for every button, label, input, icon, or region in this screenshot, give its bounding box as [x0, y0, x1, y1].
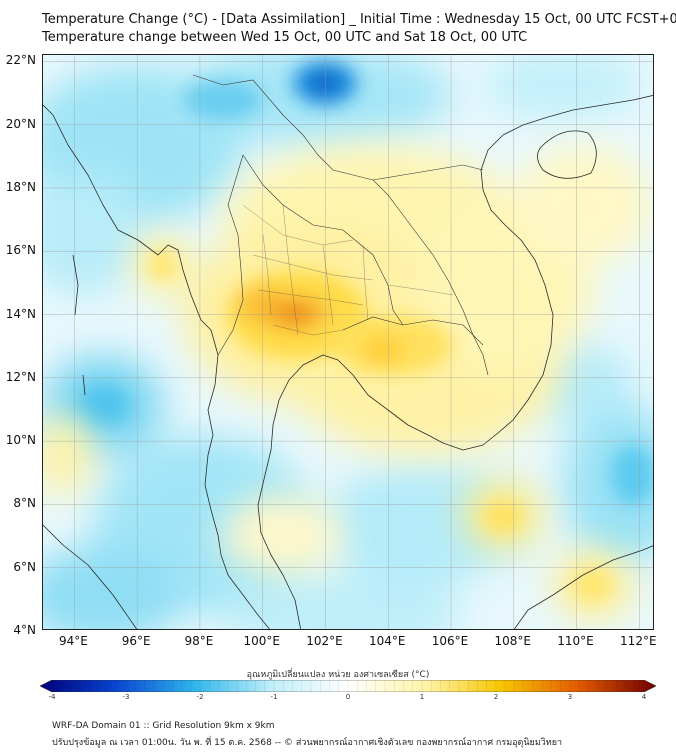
map-subtitle: Temperature change between Wed 15 Oct, 0… — [42, 30, 528, 45]
myanmar-coast — [43, 104, 222, 556]
lat-tick-label: 4°N — [13, 623, 36, 637]
map-title: Temperature Change (°C) - [Data Assimila… — [42, 12, 676, 27]
gulf-of-thailand-coast — [337, 359, 429, 436]
coastlines — [43, 95, 653, 629]
colorbar-tick-label: -2 — [196, 693, 204, 701]
lat-tick-label: 14°N — [5, 306, 36, 321]
colorbar — [40, 680, 656, 692]
lat-tick-label: 18°N — [5, 179, 36, 194]
colorbar-gradient — [40, 680, 656, 692]
border-thai-myanmar — [217, 154, 244, 356]
lon-tick-label: 112°E — [620, 634, 657, 648]
border-thai-laos — [242, 154, 404, 326]
lon-tick-label: 100°E — [243, 634, 280, 648]
lat-tick-label: 8°N — [13, 496, 36, 511]
colorbar-tick-label: 1 — [419, 693, 425, 701]
lon-tick-label: 108°E — [494, 634, 532, 648]
warming-core — [149, 251, 611, 599]
border-laos-vietnam — [372, 179, 489, 376]
lon-tick-label: 102°E — [306, 634, 343, 648]
lon-tick-label: 106°E — [431, 634, 469, 648]
province-borders — [242, 204, 454, 336]
lat-tick-label: 20°N — [5, 116, 36, 131]
lon-tick-label: 98°E — [184, 634, 214, 648]
colorbar-tick-label: -4 — [48, 693, 56, 701]
cooling-core — [78, 61, 653, 505]
cambodia-vietnam-coast — [427, 95, 653, 451]
model-info: WRF-DA Domain 01 :: Grid Resolution 9km … — [52, 721, 275, 731]
sumatra-coast — [43, 524, 138, 629]
andaman-islands — [72, 254, 86, 396]
lat-tick-label: 22°N — [5, 53, 36, 68]
colorbar-tick-label: 3 — [567, 693, 573, 701]
border-myanmar-laos — [282, 114, 374, 181]
graticule — [43, 55, 653, 629]
lat-tick-label: 16°N — [5, 243, 36, 258]
colorbar-tick-label: -1 — [270, 693, 278, 701]
lon-tick-label: 94°E — [58, 634, 88, 648]
hainan-island — [537, 130, 597, 179]
temperature-change-map — [42, 54, 654, 630]
lon-tick-label: 96°E — [121, 634, 151, 648]
lat-tick-label: 10°N — [5, 433, 36, 448]
credit-line: ปรับปรุงข้อมูล ณ เวลา 01:00น. วัน พ. ที่… — [52, 738, 563, 748]
lon-tick-label: 110°E — [557, 634, 594, 648]
colorbar-tick-label: -3 — [122, 693, 130, 701]
lat-tick-label: 6°N — [13, 559, 36, 574]
colorbar-tick-label: 4 — [641, 693, 647, 701]
thai-peninsula-east — [257, 354, 339, 629]
colorbar-label: อุณหภูมิเปลี่ยนแปลง หน่วย องศาเซลเซียส (… — [246, 670, 430, 680]
map-canvas — [43, 55, 653, 629]
borneo-coast — [513, 545, 653, 629]
lat-tick-label: 12°N — [5, 369, 36, 384]
border-china — [192, 74, 484, 181]
colorbar-tick-label: 0 — [345, 693, 351, 701]
colorbar-tick-label: 2 — [493, 693, 499, 701]
thai-peninsula-west — [220, 554, 270, 629]
lon-tick-label: 104°E — [368, 634, 406, 648]
